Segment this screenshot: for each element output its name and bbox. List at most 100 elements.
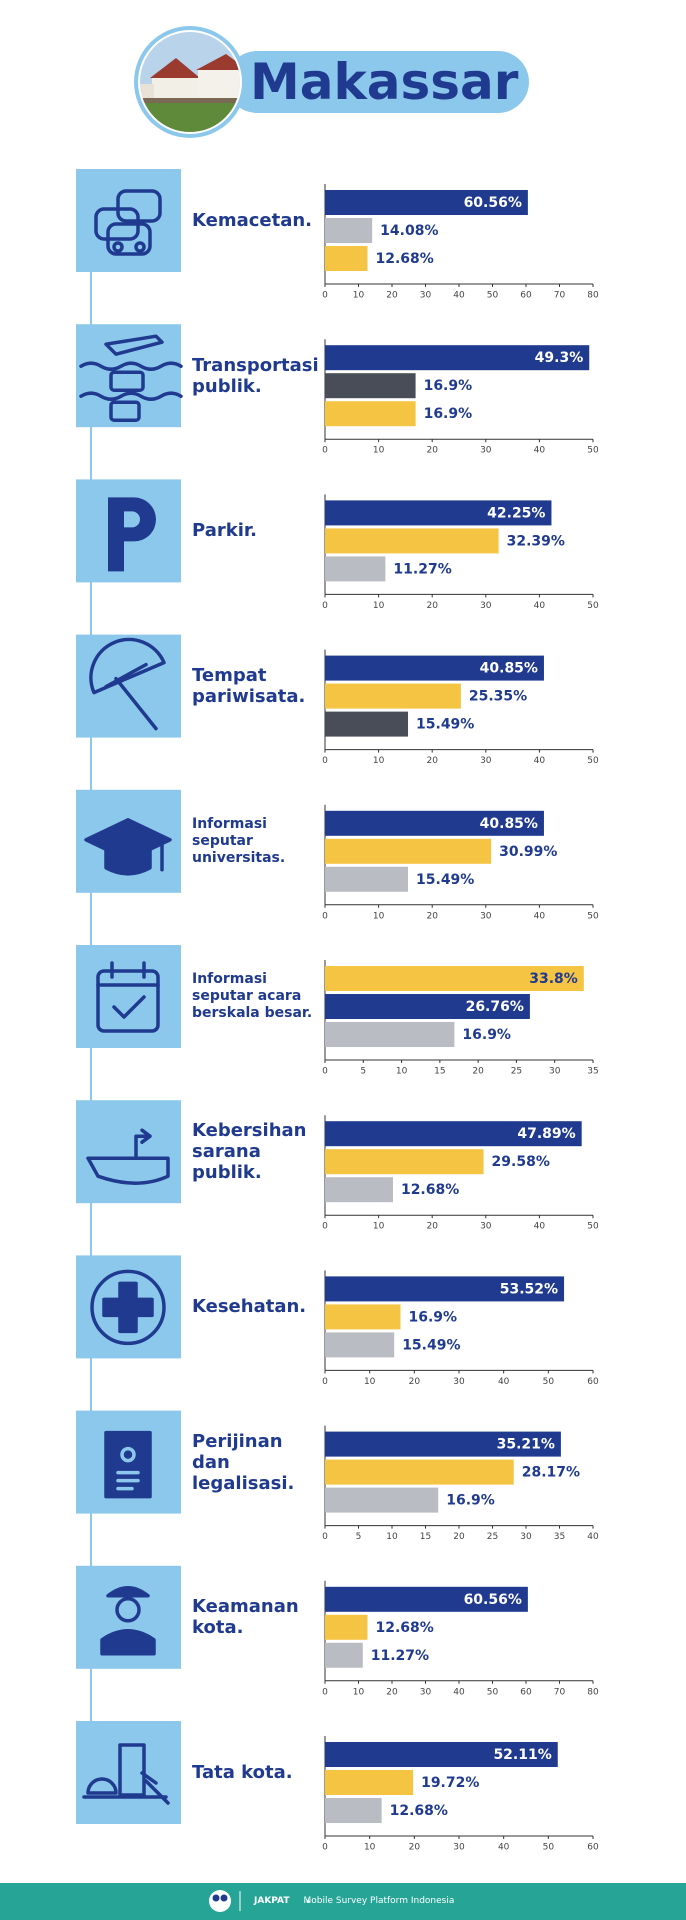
value-label: 16.9% [446, 1493, 495, 1509]
bar [325, 345, 590, 371]
x-tick-label: 30 [480, 446, 492, 456]
x-tick-label: 30 [549, 1067, 561, 1077]
x-tick-label: 60 [520, 1687, 532, 1697]
x-tick-label: 10 [353, 1687, 365, 1697]
x-tick-label: 10 [353, 291, 365, 301]
x-tick-label: 30 [480, 601, 492, 611]
x-tick-label: 35 [554, 1532, 565, 1542]
x-tick-label: 40 [534, 601, 546, 611]
x-tick-label: 20 [426, 756, 438, 766]
bar [325, 218, 373, 243]
x-tick-label: 0 [322, 446, 328, 456]
value-label: 47.89% [517, 1126, 575, 1142]
section-label: Parkir. [192, 520, 258, 542]
value-label: 19.72% [421, 1775, 479, 1791]
bar [325, 838, 492, 864]
icon [90, 1269, 166, 1346]
x-tick-label: 40 [534, 756, 546, 766]
section-label: Perijinan dan legalisasi. [192, 1430, 295, 1494]
bar [325, 1487, 439, 1513]
x-tick-label: 0 [322, 291, 328, 301]
x-tick-label: 30 [520, 1532, 532, 1542]
bar [325, 866, 409, 892]
x-tick-label: 0 [322, 1067, 328, 1077]
x-tick-label: 50 [487, 291, 499, 301]
x-tick-label: 10 [373, 1222, 385, 1232]
x-tick-label: 50 [587, 601, 599, 611]
x-tick-label: 60 [587, 1843, 599, 1853]
x-tick-label: 40 [534, 446, 546, 456]
x-tick-label: 40 [453, 1687, 465, 1697]
x-tick-label: 40 [534, 911, 546, 921]
x-tick-label: 80 [587, 1687, 599, 1697]
x-tick-label: 10 [364, 1377, 376, 1387]
x-tick-label: 80 [587, 291, 599, 301]
x-tick-label: 20 [409, 1377, 421, 1387]
x-tick-label: 30 [453, 1377, 465, 1387]
value-label: 30.99% [499, 844, 557, 860]
footer-logo [209, 1890, 310, 1912]
value-label: 49.3% [535, 350, 584, 366]
x-tick-label: 30 [480, 911, 492, 921]
footer-tagline: Mobile Survey Platform Indonesia [303, 1896, 455, 1906]
value-label: 26.76% [466, 999, 524, 1015]
bar [325, 1022, 455, 1047]
bar [325, 246, 368, 271]
x-tick-label: 10 [373, 756, 385, 766]
icon [86, 1128, 170, 1185]
x-tick-label: 15 [420, 1532, 431, 1542]
x-tick-label: 50 [587, 911, 599, 921]
x-tick-label: 20 [426, 911, 438, 921]
icon [79, 334, 183, 422]
section-label: Transportasi publik. [192, 354, 319, 397]
x-tick-label: 0 [322, 1377, 328, 1387]
x-tick-label: 50 [543, 1843, 555, 1853]
footer-brand: JAKPAT [254, 1896, 290, 1906]
x-tick-label: 50 [587, 1222, 599, 1232]
x-tick-label: 50 [587, 756, 599, 766]
x-tick-label: 5 [360, 1067, 366, 1077]
page-title: Makassar [250, 53, 519, 111]
section-label: Informasi seputar universitas. [192, 815, 286, 866]
x-tick-label: 0 [322, 1222, 328, 1232]
value-label: 16.9% [424, 378, 473, 394]
x-tick-label: 50 [587, 446, 599, 456]
value-label: 15.49% [416, 717, 474, 733]
bar [325, 711, 409, 737]
x-tick-label: 40 [534, 1222, 546, 1232]
bar [325, 1770, 414, 1795]
x-tick-label: 25 [487, 1532, 498, 1542]
bar [325, 1798, 382, 1823]
icon [84, 818, 172, 876]
value-label: 12.68% [375, 251, 433, 267]
value-label: 12.68% [401, 1182, 459, 1198]
bar [325, 1149, 484, 1175]
x-tick-label: 20 [453, 1532, 465, 1542]
city-photo [140, 32, 240, 132]
x-tick-label: 0 [322, 1687, 328, 1697]
bar [325, 1642, 363, 1668]
value-label: 40.85% [480, 816, 538, 832]
value-label: 60.56% [464, 195, 522, 211]
icon [96, 961, 160, 1033]
x-tick-label: 70 [554, 1687, 566, 1697]
bar [325, 1304, 401, 1330]
x-tick-label: 10 [373, 446, 385, 456]
bar [325, 401, 416, 427]
bar [325, 1121, 582, 1147]
icon [89, 637, 166, 731]
x-tick-label: 40 [587, 1532, 599, 1542]
bar [325, 966, 584, 991]
x-tick-label: 60 [520, 291, 532, 301]
x-tick-label: 30 [420, 291, 432, 301]
value-label: 15.49% [416, 872, 474, 888]
x-tick-label: 20 [472, 1067, 484, 1077]
x-tick-label: 10 [373, 911, 385, 921]
x-tick-label: 0 [322, 1843, 328, 1853]
section-label: Keamanan kota. [192, 1596, 299, 1639]
bar [325, 1459, 514, 1485]
bar [325, 556, 386, 582]
value-label: 12.68% [375, 1620, 433, 1636]
section-label: Informasi seputar acara berskala besar. [192, 971, 313, 1021]
value-label: 53.52% [500, 1281, 558, 1297]
